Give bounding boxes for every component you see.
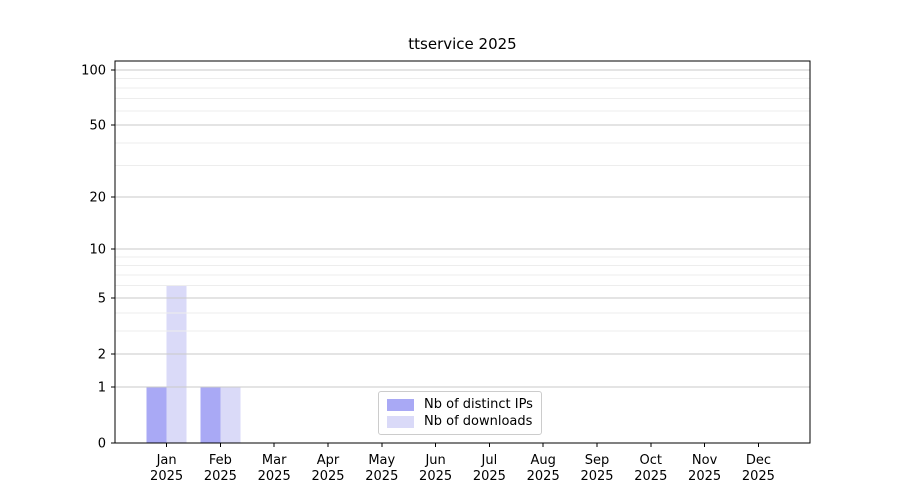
y-tick-label: 5 xyxy=(98,292,106,307)
legend-swatch-distinct-ips xyxy=(387,398,414,411)
x-tick-label: 2025 xyxy=(311,469,344,484)
x-tick-label: 2025 xyxy=(580,469,613,484)
x-tick-label: 2025 xyxy=(742,469,775,484)
legend-swatch-downloads xyxy=(387,415,414,428)
x-tick-label: 2025 xyxy=(150,469,183,484)
x-tick-label: Aug xyxy=(531,453,556,468)
chart-title: ttservice 2025 xyxy=(408,35,517,53)
bar-distinct-ips-feb xyxy=(200,386,221,443)
y-tick-label: 0 xyxy=(98,437,106,452)
bar-distinct-ips-jan xyxy=(146,386,167,443)
x-tick-label: Oct xyxy=(640,453,662,468)
x-tick-label: Nov xyxy=(692,453,718,468)
x-tick-label: 2025 xyxy=(688,469,721,484)
y-axis-group: 0 1 2 5 10 20 50 100 xyxy=(81,64,115,452)
x-tick-label: 2025 xyxy=(634,469,667,484)
y-tick-label: 100 xyxy=(81,64,106,79)
x-tick-label: Jul xyxy=(481,453,498,468)
legend-item-distinct-ips: Nb of distinct IPs xyxy=(387,398,541,411)
y-tick-label: 10 xyxy=(89,243,106,258)
x-tick-label: Sep xyxy=(585,453,610,468)
x-tick-label: 2025 xyxy=(258,469,291,484)
x-tick-label: 2025 xyxy=(365,469,398,484)
bars-group xyxy=(146,285,241,443)
x-tick-label: 2025 xyxy=(419,469,452,484)
x-tick-label: Mar xyxy=(262,453,287,468)
x-tick-label: Apr xyxy=(317,453,340,468)
x-tick-label: May xyxy=(368,453,395,468)
y-tick-label: 20 xyxy=(89,190,106,205)
legend-item-downloads: Nb of downloads xyxy=(387,415,541,428)
legend: Nb of distinct IPs Nb of downloads xyxy=(378,391,542,435)
legend-label-downloads: Nb of downloads xyxy=(424,414,533,429)
x-tick-label: 2025 xyxy=(527,469,560,484)
bar-downloads-feb xyxy=(220,386,241,443)
plot-border xyxy=(114,60,811,444)
y-tick-label: 50 xyxy=(89,119,106,134)
x-tick-label: 2025 xyxy=(204,469,237,484)
x-axis-group: Jan2025Feb2025Mar2025Apr2025May2025Jun20… xyxy=(150,443,775,484)
x-tick-label: 2025 xyxy=(473,469,506,484)
x-tick-label: Dec xyxy=(746,453,771,468)
bar-downloads-jan xyxy=(166,285,187,443)
y-tick-label: 1 xyxy=(98,380,106,395)
x-tick-label: Jun xyxy=(424,453,445,468)
gridlines-group xyxy=(115,69,810,388)
x-tick-label: Feb xyxy=(209,453,232,468)
x-tick-label: Jan xyxy=(156,453,177,468)
y-tick-label: 2 xyxy=(98,348,106,363)
legend-label-distinct-ips: Nb of distinct IPs xyxy=(424,397,533,412)
